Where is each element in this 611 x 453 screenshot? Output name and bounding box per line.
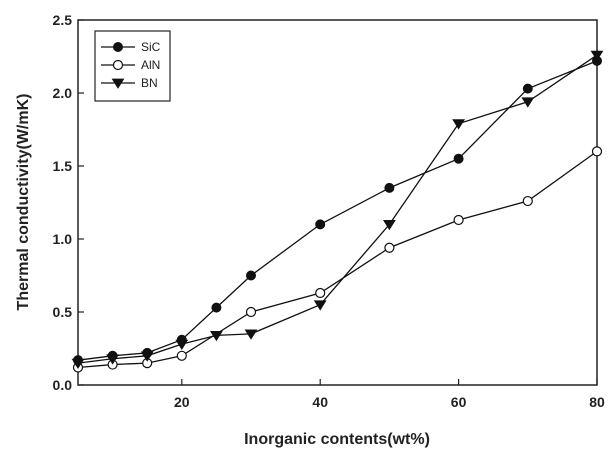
y-tick-label: 2.0: [53, 85, 73, 101]
legend-marker-aln: [112, 59, 124, 71]
data-point-aln: [522, 195, 533, 207]
legend-marker-bn: [111, 78, 125, 89]
x-tick-label: 80: [589, 394, 605, 410]
data-point-aln: [384, 242, 395, 253]
legend-entry-sic: SiC: [101, 40, 161, 54]
plot-frame: [77, 19, 598, 386]
legend-marker-sic: [113, 42, 123, 52]
series-aln: [72, 146, 603, 373]
x-tick-label: 60: [451, 394, 467, 410]
data-point-bn: [244, 329, 258, 340]
y-tick-label: 2.5: [53, 12, 73, 28]
legend-entry-aln: AlN: [101, 58, 160, 72]
data-point-bn: [140, 351, 154, 362]
series-bn: [71, 50, 604, 369]
legend-entry-bn: BN: [101, 76, 158, 90]
legend: SiC AlN BN: [94, 30, 171, 102]
y-axis-ticks: 0.0 0.5 1.0 1.5 2.0 2.5: [53, 12, 84, 393]
legend-box: [94, 30, 171, 102]
data-point-bn: [106, 354, 120, 365]
data-point-aln: [245, 306, 257, 318]
data-point-aln: [453, 214, 464, 226]
data-point-sic: [453, 153, 464, 164]
data-point-sic: [246, 270, 256, 281]
data-point-bn: [452, 119, 466, 130]
data-point-bn: [71, 358, 85, 369]
data-point-sic: [522, 83, 533, 94]
data-point-aln: [176, 350, 187, 361]
data-point-sic: [315, 219, 326, 230]
data-point-bn: [521, 97, 535, 108]
legend-label-aln: AlN: [141, 58, 160, 72]
y-tick-label: 1.5: [53, 158, 73, 174]
x-tick-label: 40: [312, 394, 328, 410]
legend-label-sic: SiC: [141, 40, 161, 54]
data-point-bn: [175, 339, 189, 351]
y-axis-title: Thermal conductivity(W/mK): [15, 94, 32, 311]
data-point-bn: [209, 331, 223, 342]
x-tick-label: 20: [174, 394, 190, 410]
y-tick-label: 1.0: [53, 231, 73, 247]
legend-label-bn: BN: [141, 76, 158, 90]
x-axis-title: Inorganic contents(wt%): [244, 431, 430, 448]
data-point-sic: [211, 302, 222, 313]
series-layer: [71, 50, 604, 373]
data-point-aln: [591, 146, 603, 157]
series-line-aln: [77, 150, 598, 369]
data-point-aln: [315, 287, 326, 299]
series-line-sic: [77, 60, 598, 361]
data-point-bn: [313, 300, 327, 311]
x-axis-ticks: 20 40 60 80: [174, 379, 605, 410]
data-point-bn: [590, 50, 604, 61]
data-point-sic: [384, 182, 395, 193]
y-tick-label: 0.5: [53, 304, 73, 320]
data-point-bn: [382, 220, 396, 231]
y-tick-label: 0.0: [53, 377, 73, 393]
series-sic: [73, 55, 602, 366]
